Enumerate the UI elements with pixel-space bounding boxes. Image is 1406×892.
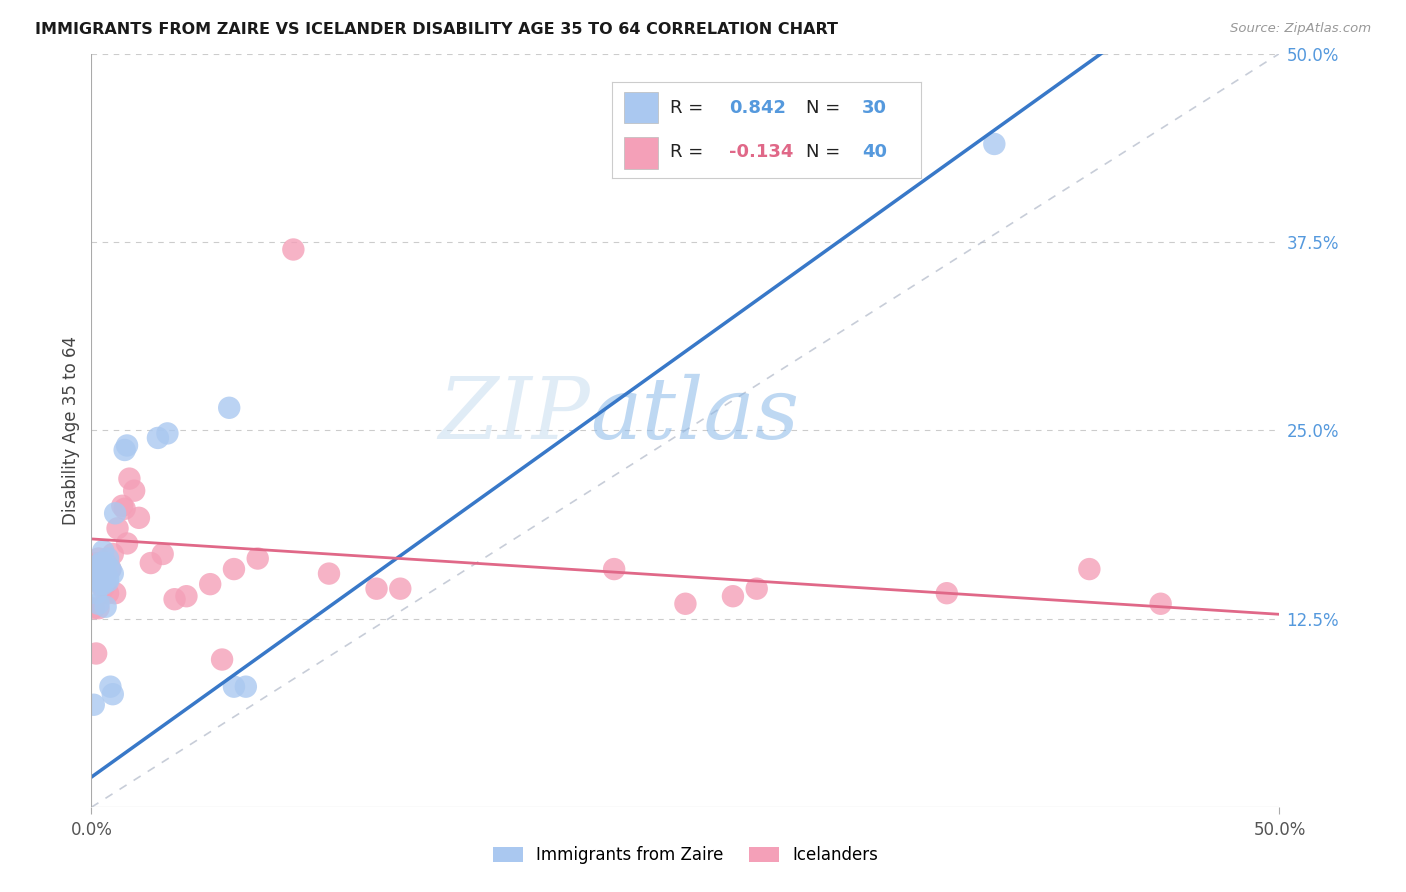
Point: [176, 589, 198, 603]
Bar: [624, 92, 658, 123]
Point: [118, 472, 141, 486]
Point: [87, 597, 110, 611]
Point: [122, 483, 145, 498]
Point: [84, 647, 107, 661]
Point: [94, 566, 117, 581]
Point: [146, 431, 169, 445]
Point: [87, 562, 110, 576]
Point: [115, 536, 138, 550]
Text: Source: ZipAtlas.com: Source: ZipAtlas.com: [1230, 22, 1371, 36]
Point: [100, 680, 122, 694]
Point: [94, 577, 117, 591]
Point: [1078, 562, 1101, 576]
Point: [389, 582, 412, 596]
Point: [107, 521, 129, 535]
Point: [91, 577, 114, 591]
Point: [84, 556, 107, 570]
Point: [90, 556, 112, 570]
Text: 0.842: 0.842: [730, 99, 786, 117]
Point: [246, 551, 269, 566]
Text: -0.134: -0.134: [730, 144, 793, 161]
Point: [83, 601, 105, 615]
Point: [114, 501, 136, 516]
Point: [104, 586, 127, 600]
Point: [90, 556, 112, 570]
Point: [366, 582, 388, 596]
Point: [745, 582, 768, 596]
Point: [935, 586, 957, 600]
Point: [90, 577, 112, 591]
Point: [1149, 597, 1171, 611]
Point: [83, 566, 105, 581]
Point: [91, 544, 114, 558]
Bar: [624, 137, 658, 169]
Point: [115, 438, 138, 452]
Point: [983, 136, 1005, 151]
Point: [100, 562, 122, 576]
Point: [128, 511, 150, 525]
Text: R =: R =: [671, 144, 703, 161]
Point: [84, 586, 107, 600]
Point: [114, 442, 136, 457]
Point: [101, 547, 124, 561]
Point: [97, 571, 120, 585]
Text: IMMIGRANTS FROM ZAIRE VS ICELANDER DISABILITY AGE 35 TO 64 CORRELATION CHART: IMMIGRANTS FROM ZAIRE VS ICELANDER DISAB…: [35, 22, 838, 37]
Text: N =: N =: [807, 144, 841, 161]
Point: [235, 680, 257, 694]
Point: [104, 506, 127, 520]
Point: [97, 551, 120, 566]
Point: [163, 592, 186, 607]
Text: atlas: atlas: [591, 374, 800, 457]
Point: [673, 597, 696, 611]
Text: 30: 30: [862, 99, 887, 117]
Point: [318, 566, 340, 581]
Point: [97, 574, 120, 589]
Point: [97, 586, 120, 600]
Point: [83, 698, 105, 712]
Point: [139, 556, 162, 570]
Text: ZIP: ZIP: [439, 374, 591, 457]
Text: N =: N =: [807, 99, 841, 117]
Point: [87, 601, 110, 615]
Point: [94, 556, 117, 570]
Point: [91, 564, 114, 578]
Point: [283, 243, 305, 257]
Point: [222, 680, 245, 694]
Point: [90, 562, 112, 576]
Point: [83, 566, 105, 581]
Point: [87, 551, 110, 566]
Point: [111, 499, 134, 513]
Point: [152, 547, 174, 561]
Point: [94, 599, 117, 614]
Point: [100, 562, 122, 576]
Point: [156, 426, 179, 441]
Point: [218, 401, 240, 415]
Point: [603, 562, 626, 576]
Point: [84, 559, 107, 574]
Y-axis label: Disability Age 35 to 64: Disability Age 35 to 64: [62, 336, 80, 524]
Text: 40: 40: [862, 144, 887, 161]
Point: [200, 577, 222, 591]
Point: [222, 562, 245, 576]
Point: [91, 582, 114, 596]
Point: [211, 652, 233, 666]
Point: [101, 566, 124, 581]
Point: [721, 589, 744, 603]
Point: [101, 687, 124, 701]
Text: R =: R =: [671, 99, 703, 117]
Legend: Immigrants from Zaire, Icelanders: Immigrants from Zaire, Icelanders: [486, 839, 884, 871]
